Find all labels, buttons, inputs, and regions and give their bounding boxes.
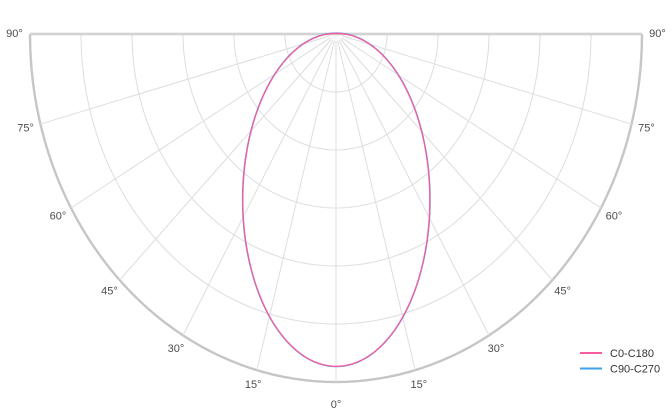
svg-text:75°: 75°: [17, 123, 34, 135]
svg-text:90°: 90°: [6, 28, 23, 40]
svg-text:15°: 15°: [410, 379, 427, 391]
svg-text:0°: 0°: [331, 399, 342, 411]
svg-text:C0-C180: C0-C180: [610, 348, 654, 360]
svg-text:45°: 45°: [101, 286, 118, 298]
svg-text:75°: 75°: [638, 123, 655, 135]
svg-text:30°: 30°: [168, 343, 185, 355]
svg-text:60°: 60°: [606, 210, 623, 222]
svg-text:C90-C270: C90-C270: [610, 364, 660, 376]
svg-text:60°: 60°: [50, 210, 67, 222]
svg-text:15°: 15°: [245, 379, 262, 391]
svg-text:30°: 30°: [488, 343, 505, 355]
svg-text:45°: 45°: [554, 286, 571, 298]
svg-text:90°: 90°: [649, 28, 666, 40]
